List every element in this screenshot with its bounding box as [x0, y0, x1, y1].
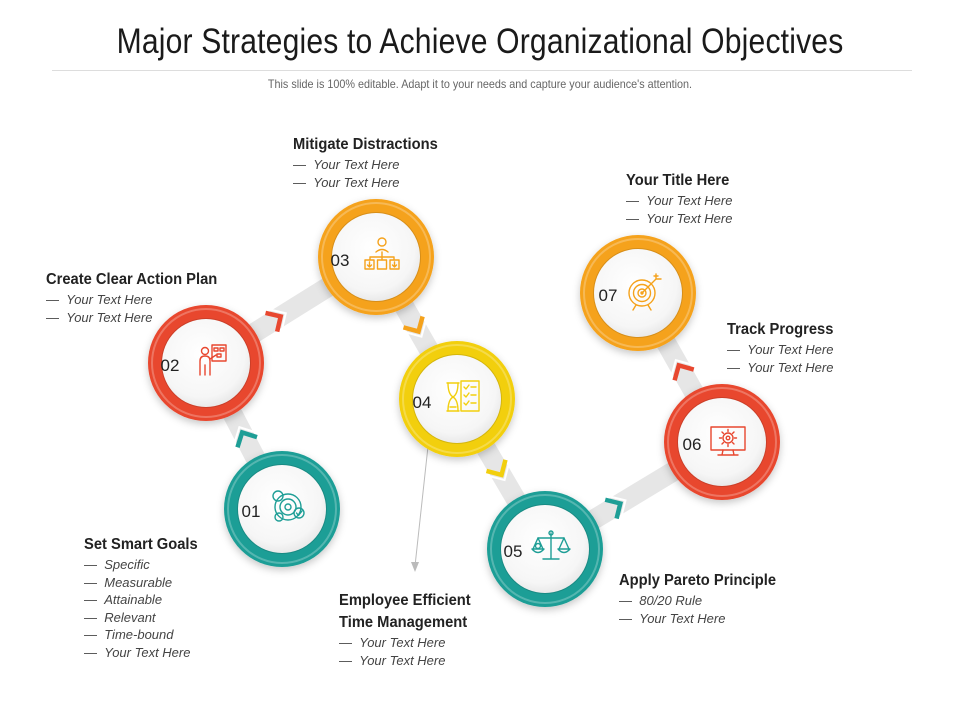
- step-number: 05: [503, 542, 523, 561]
- step-bullet: Your Text Here: [619, 610, 790, 628]
- step-bullet: Your Text Here: [727, 341, 843, 359]
- step-number: 04: [412, 393, 432, 412]
- step-bullet: Your Text Here: [46, 309, 232, 327]
- step-bullet: Your Text Here: [84, 644, 208, 662]
- step-circles: [148, 199, 780, 607]
- step-label-06: Track Progress Your Text HereYour Text He…: [727, 319, 843, 376]
- step-number: 01: [241, 502, 261, 521]
- step-bullet: Your Text Here: [293, 174, 450, 192]
- step-circle-07: [580, 235, 696, 351]
- step-bullet: Your Text Here: [626, 192, 738, 210]
- title-divider: [52, 70, 912, 71]
- step-bullet: Measurable: [84, 574, 208, 592]
- page-subtitle: This slide is 100% editable. Adapt it to…: [267, 77, 693, 91]
- step-circle-06: [664, 384, 780, 500]
- step-bullet: Time-bound: [84, 626, 208, 644]
- step-heading: Track Progress: [727, 321, 834, 338]
- monitor-gear-icon: [710, 426, 746, 456]
- step-bullet: Relevant: [84, 609, 208, 627]
- step-label-01: Set Smart Goals SpecificMeasurableAttaina…: [84, 534, 208, 661]
- step-label-07: Your Title Here Your Text HereYour Text H…: [626, 170, 738, 227]
- step-circle-01: [224, 451, 340, 567]
- step-label-04: Employee Efficient Time Management Your Te…: [339, 590, 482, 669]
- step-heading: Mitigate Distractions: [293, 136, 438, 153]
- step-bullet: Specific: [84, 556, 208, 574]
- step-bullet: Your Text Here: [626, 210, 738, 228]
- hourglass-checklist-icon: [446, 380, 480, 412]
- target-cluster-icon: [272, 490, 305, 522]
- step-number: 02: [160, 356, 180, 375]
- step-label-03: Mitigate Distractions Your Text HereYour …: [293, 134, 450, 191]
- balance-scale-icon: [531, 530, 571, 560]
- step-heading: Apply Pareto Principle: [619, 572, 777, 589]
- step-heading: Time Management: [339, 614, 468, 631]
- step-circle-04: [399, 341, 515, 457]
- step-bullet: Your Text Here: [293, 156, 450, 174]
- step-bullet: 80/20 Rule: [619, 592, 790, 610]
- step-label-05: Apply Pareto Principle 80/20 RuleYour Tex…: [619, 570, 790, 627]
- step-label-02: Create Clear Action Plan Your Text HereYo…: [46, 269, 232, 326]
- target-arrow-icon: [628, 273, 662, 311]
- step-bullet: Your Text Here: [339, 652, 482, 670]
- step-bullet: Your Text Here: [46, 291, 232, 309]
- org-chart-icon: [364, 237, 400, 270]
- step-bullet: Attainable: [84, 591, 208, 609]
- step-circle-05: [487, 491, 603, 607]
- step-circle-02: [148, 305, 264, 421]
- step-bullet: Your Text Here: [727, 359, 843, 377]
- step-number: 03: [330, 251, 350, 270]
- step-heading: Employee Efficient: [339, 592, 471, 609]
- step-circle-03: [318, 199, 434, 315]
- step-bullet: Your Text Here: [339, 634, 482, 652]
- step-heading: Your Title Here: [626, 172, 730, 189]
- presenter-board-icon: [199, 344, 227, 376]
- step-number: 06: [682, 435, 702, 454]
- step-heading: Create Clear Action Plan: [46, 271, 218, 288]
- step-number: 07: [598, 286, 618, 305]
- callout-pointer: [411, 427, 431, 572]
- step-heading: Set Smart Goals: [84, 536, 198, 553]
- page-title: Major Strategies to Achieve Organization…: [116, 22, 844, 61]
